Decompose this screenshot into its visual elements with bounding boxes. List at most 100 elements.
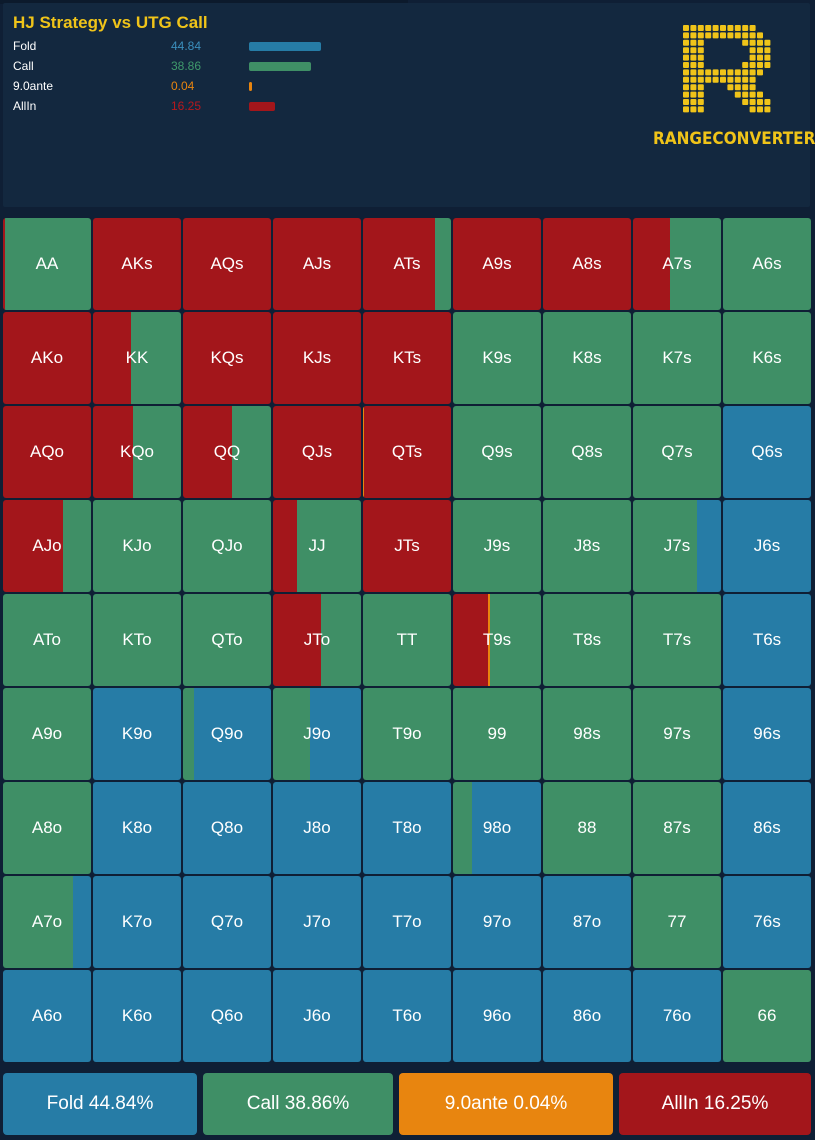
- hand-cell-k8o[interactable]: K8o: [93, 782, 181, 874]
- hand-cell-kqs[interactable]: KQs: [183, 312, 271, 404]
- hand-cell-a9s[interactable]: A9s: [453, 218, 541, 310]
- hand-cell-q9s[interactable]: Q9s: [453, 406, 541, 498]
- hand-cell-j6s[interactable]: J6s: [723, 500, 811, 592]
- hand-cell-k7o[interactable]: K7o: [93, 876, 181, 968]
- hand-label: 88: [577, 818, 597, 837]
- hand-cell-q8o[interactable]: Q8o: [183, 782, 271, 874]
- hand-cell-qjs[interactable]: QJs: [273, 406, 361, 498]
- hand-cell-a6s[interactable]: A6s: [723, 218, 811, 310]
- hand-cell-k9s[interactable]: K9s: [453, 312, 541, 404]
- logo-block: [683, 62, 689, 68]
- hand-cell-kts[interactable]: KTs: [363, 312, 451, 404]
- hand-cell-j7s[interactable]: J7s: [633, 500, 721, 592]
- hand-cell-j9o[interactable]: J9o: [273, 688, 361, 780]
- hand-cell-96o[interactable]: 96o: [453, 970, 541, 1062]
- hand-cell-a7s[interactable]: A7s: [633, 218, 721, 310]
- hand-label: 96o: [482, 1006, 512, 1025]
- hand-cell-k9o[interactable]: K9o: [93, 688, 181, 780]
- hand-cell-q8s[interactable]: Q8s: [543, 406, 631, 498]
- action-fill-allin: [93, 312, 132, 404]
- hand-cell-87s[interactable]: 87s: [633, 782, 721, 874]
- hand-cell-77[interactable]: 77: [633, 876, 721, 968]
- hand-cell-97o[interactable]: 97o: [453, 876, 541, 968]
- hand-cell-j6o[interactable]: J6o: [273, 970, 361, 1062]
- hand-cell-kqo[interactable]: KQo: [93, 406, 181, 498]
- hand-cell-98o[interactable]: 98o: [453, 782, 541, 874]
- hand-cell-qjo[interactable]: QJo: [183, 500, 271, 592]
- action-fill-fold: [183, 782, 271, 874]
- hand-cell-j7o[interactable]: J7o: [273, 876, 361, 968]
- hand-cell-86o[interactable]: 86o: [543, 970, 631, 1062]
- hand-cell-qq[interactable]: QQ: [183, 406, 271, 498]
- action-fill-fold: [273, 970, 361, 1062]
- hand-cell-98s[interactable]: 98s: [543, 688, 631, 780]
- hand-cell-aks[interactable]: AKs: [93, 218, 181, 310]
- hand-cell-a6o[interactable]: A6o: [3, 970, 91, 1062]
- hand-cell-a8o[interactable]: A8o: [3, 782, 91, 874]
- action-fill-allin: [183, 312, 271, 404]
- action-fill-call: [321, 594, 361, 686]
- hand-cell-86s[interactable]: 86s: [723, 782, 811, 874]
- hand-cell-a7o[interactable]: A7o: [3, 876, 91, 968]
- logo-block: [690, 91, 697, 98]
- hand-label: KTs: [392, 348, 422, 367]
- hand-cell-qts[interactable]: QTs: [363, 406, 451, 498]
- hand-cell-aqo[interactable]: AQo: [3, 406, 91, 498]
- hand-cell-96s[interactable]: 96s: [723, 688, 811, 780]
- hand-cell-jts[interactable]: JTs: [363, 500, 451, 592]
- hand-label: AQs: [210, 254, 244, 273]
- hand-cell-87o[interactable]: 87o: [543, 876, 631, 968]
- hand-cell-aqs[interactable]: AQs: [183, 218, 271, 310]
- hand-cell-q9o[interactable]: Q9o: [183, 688, 271, 780]
- hand-cell-j9s[interactable]: J9s: [453, 500, 541, 592]
- hand-cell-t7s[interactable]: T7s: [633, 594, 721, 686]
- hand-cell-t9o[interactable]: T9o: [363, 688, 451, 780]
- hand-cell-a9o[interactable]: A9o: [3, 688, 91, 780]
- hand-cell-kk[interactable]: KK: [93, 312, 181, 404]
- hand-cell-q7o[interactable]: Q7o: [183, 876, 271, 968]
- hand-cell-66[interactable]: 66: [723, 970, 811, 1062]
- hand-cell-76o[interactable]: 76o: [633, 970, 721, 1062]
- action-fill-fold: [723, 876, 811, 968]
- hand-label: 66: [757, 1006, 777, 1025]
- hand-cell-99[interactable]: 99: [453, 688, 541, 780]
- hand-label: KQo: [119, 442, 155, 461]
- hand-cell-k8s[interactable]: K8s: [543, 312, 631, 404]
- hand-cell-t6o[interactable]: T6o: [363, 970, 451, 1062]
- hand-cell-k6o[interactable]: K6o: [93, 970, 181, 1062]
- hand-cell-t6s[interactable]: T6s: [723, 594, 811, 686]
- hand-cell-ats[interactable]: ATs: [363, 218, 451, 310]
- hand-label: A9o: [31, 724, 63, 743]
- hand-cell-t8s[interactable]: T8s: [543, 594, 631, 686]
- hand-cell-t7o[interactable]: T7o: [363, 876, 451, 968]
- hand-cell-q6s[interactable]: Q6s: [723, 406, 811, 498]
- hand-cell-t8o[interactable]: T8o: [363, 782, 451, 874]
- hand-cell-j8o[interactable]: J8o: [273, 782, 361, 874]
- hand-cell-jj[interactable]: JJ: [273, 500, 361, 592]
- hand-cell-97s[interactable]: 97s: [633, 688, 721, 780]
- hand-cell-ajo[interactable]: AJo: [3, 500, 91, 592]
- action-fill-call: [3, 688, 91, 780]
- hand-cell-jto[interactable]: JTo: [273, 594, 361, 686]
- hand-cell-88[interactable]: 88: [543, 782, 631, 874]
- hand-cell-k6s[interactable]: K6s: [723, 312, 811, 404]
- hand-cell-tt[interactable]: TT: [363, 594, 451, 686]
- hand-cell-aa[interactable]: AA: [3, 218, 91, 310]
- hand-cell-t9s[interactable]: T9s: [453, 594, 541, 686]
- hand-cell-qto[interactable]: QTo: [183, 594, 271, 686]
- hand-cell-q6o[interactable]: Q6o: [183, 970, 271, 1062]
- hand-cell-kjo[interactable]: KJo: [93, 500, 181, 592]
- action-fill-allin: [183, 406, 233, 498]
- hand-cell-ajs[interactable]: AJs: [273, 218, 361, 310]
- hand-cell-q7s[interactable]: Q7s: [633, 406, 721, 498]
- hand-cell-ako[interactable]: AKo: [3, 312, 91, 404]
- hand-cell-76s[interactable]: 76s: [723, 876, 811, 968]
- action-fill-allin: [3, 406, 91, 498]
- hand-cell-j8s[interactable]: J8s: [543, 500, 631, 592]
- hand-cell-a8s[interactable]: A8s: [543, 218, 631, 310]
- hand-cell-kjs[interactable]: KJs: [273, 312, 361, 404]
- hand-cell-k7s[interactable]: K7s: [633, 312, 721, 404]
- hand-cell-ato[interactable]: ATo: [3, 594, 91, 686]
- hand-cell-kto[interactable]: KTo: [93, 594, 181, 686]
- logo-block: [764, 54, 771, 61]
